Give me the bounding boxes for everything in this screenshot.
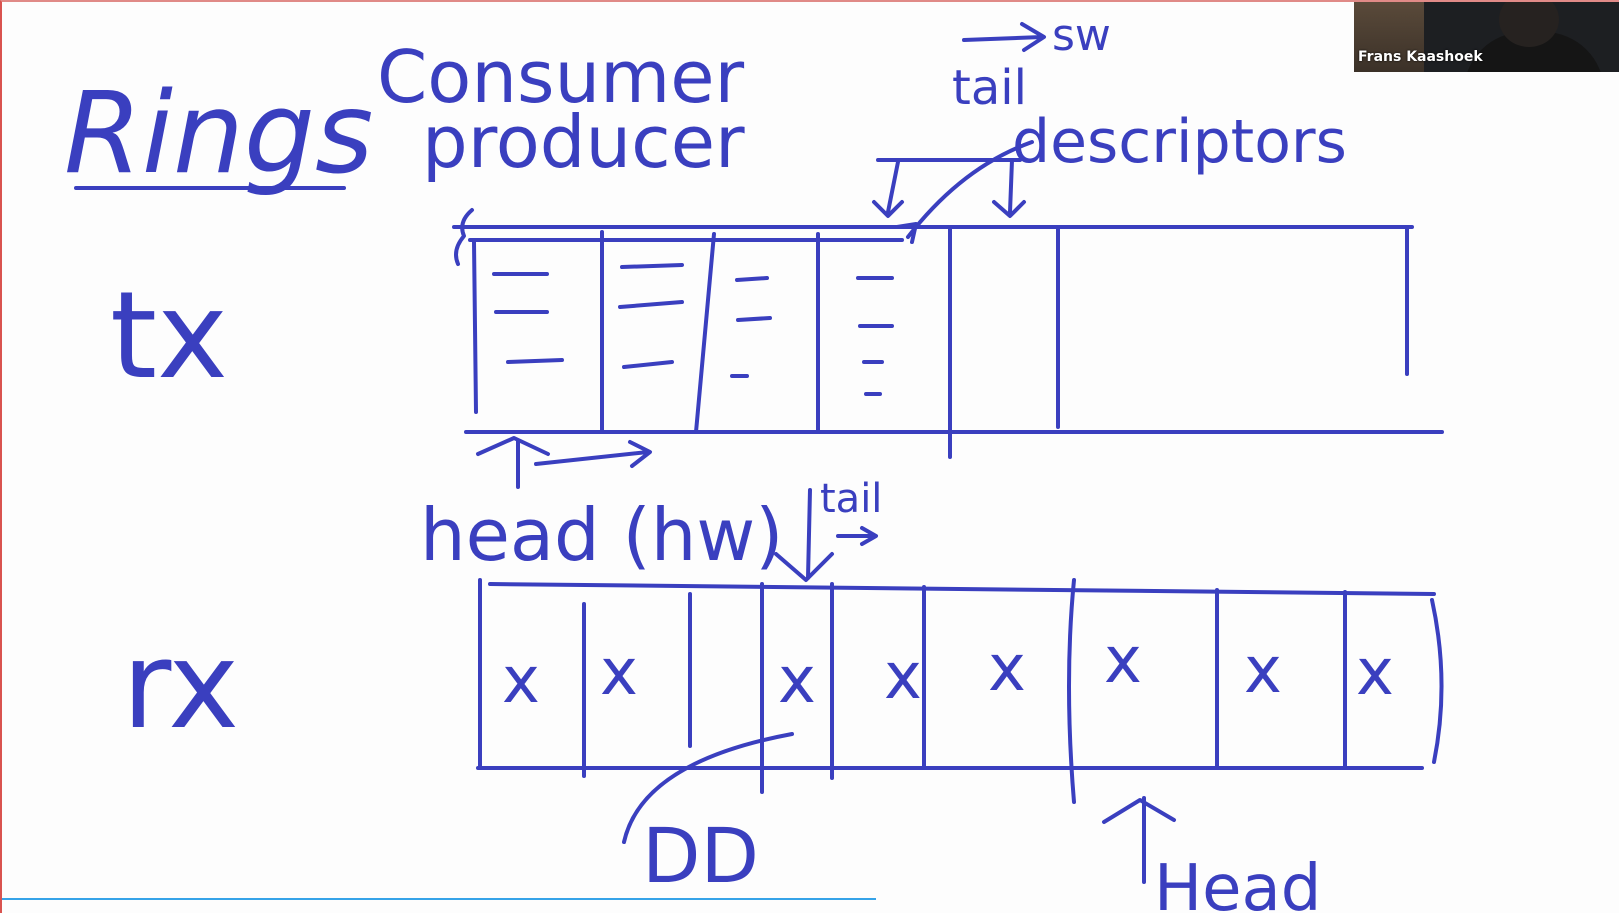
curve-arrow <box>895 222 918 244</box>
tail-rx-down-arrow <box>774 488 834 582</box>
tx-ring <box>452 208 1444 459</box>
label-rx: rx <box>122 617 239 756</box>
tail-sw-arrow <box>962 22 1046 52</box>
participant-silhouette-head <box>1499 2 1559 47</box>
rx-cell-marks: x x x x x x x x <box>502 624 1394 718</box>
label-tail-sw: tail <box>952 60 1027 116</box>
rx-cell-mark-2: x <box>600 636 638 710</box>
rx-cell-mark-1: x <box>502 644 540 718</box>
label-sw: sw <box>1052 10 1111 61</box>
rx-cell-mark-5: x <box>988 632 1026 706</box>
participant-name-label: Frans Kaashoek <box>1358 49 1483 65</box>
video-background <box>1354 2 1424 72</box>
label-tail-rx: tail <box>820 476 882 522</box>
head-hw-right-arrow <box>534 440 652 468</box>
title-rings: Rings <box>64 69 373 199</box>
playback-progress-bar[interactable] <box>2 898 877 900</box>
label-head-rx: Head <box>1154 852 1321 913</box>
label-consumer: Consumer <box>377 35 745 119</box>
rx-cell-mark-6: x <box>1104 624 1142 698</box>
rx-cell-mark-4: x <box>884 640 922 714</box>
label-head-hw: head (hw) <box>420 493 783 577</box>
label-producer: producer <box>422 100 745 184</box>
label-dd: DD <box>642 811 759 900</box>
dd-curve <box>622 732 794 844</box>
rx-cell-mark-7: x <box>1244 634 1282 708</box>
head-rx-up-arrow <box>1102 796 1176 884</box>
label-descriptors: descriptors <box>1012 107 1347 177</box>
rx-cell-mark-8: x <box>1356 636 1394 710</box>
participant-video-tile[interactable]: Frans Kaashoek <box>1354 2 1619 72</box>
label-tx: tx <box>110 267 228 406</box>
rx-ring <box>476 578 1444 804</box>
rx-cell-mark-3: x <box>778 644 816 718</box>
tail-rx-right-arrow <box>836 526 878 546</box>
curve-to-descriptors <box>906 140 1034 239</box>
head-hw-up-arrow <box>476 436 550 489</box>
tail-next-arrow <box>992 158 1026 218</box>
